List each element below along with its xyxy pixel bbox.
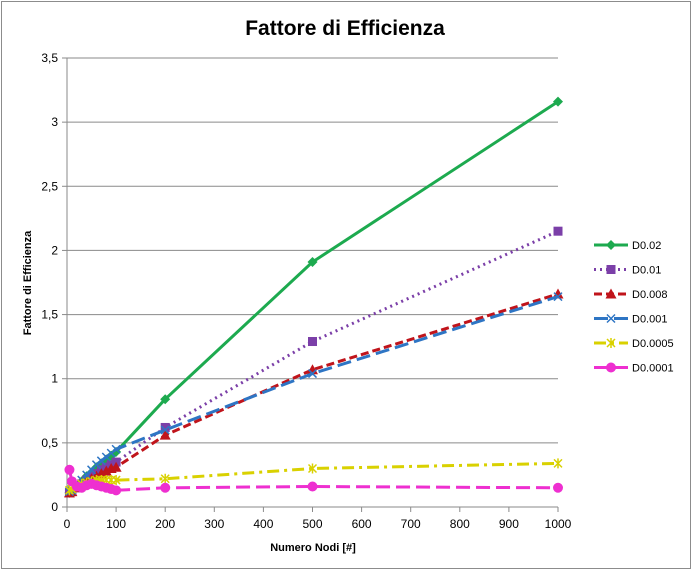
data-point bbox=[160, 473, 170, 484]
data-point bbox=[111, 444, 121, 454]
data-point bbox=[96, 456, 106, 466]
y-tick-label: 1,5 bbox=[41, 308, 58, 322]
data-point bbox=[101, 452, 111, 462]
series-D0.0001 bbox=[64, 464, 563, 496]
y-axis-ticks: 0 0,5 1 1,5 2 2,5 3 3,5 bbox=[41, 51, 58, 514]
data-point bbox=[553, 482, 563, 493]
series-line bbox=[68, 229, 559, 495]
x-tick-label: 100 bbox=[106, 517, 126, 531]
data-point bbox=[111, 485, 122, 496]
y-tick-label: 2 bbox=[51, 243, 58, 257]
legend-item: D0.0005 bbox=[594, 338, 674, 350]
legend-label: D0.0001 bbox=[632, 363, 674, 375]
data-point bbox=[100, 465, 112, 476]
legend-marker bbox=[606, 265, 616, 274]
series-line bbox=[68, 292, 559, 495]
series-D0.001 bbox=[64, 292, 563, 497]
data-point bbox=[110, 461, 122, 472]
legend-label: D0.01 bbox=[632, 265, 661, 277]
data-point bbox=[160, 425, 170, 435]
data-point bbox=[307, 481, 318, 492]
legend-item: D0.01 bbox=[594, 265, 661, 277]
x-tick-label: 700 bbox=[401, 517, 421, 531]
data-point bbox=[307, 463, 318, 474]
series-group bbox=[63, 96, 564, 498]
x-tick-label: 200 bbox=[155, 517, 175, 531]
x-tick-label: 800 bbox=[450, 517, 470, 531]
data-point bbox=[553, 458, 563, 469]
x-axis-ticks: 0 100 200 300 400 500 600 700 800 900 1000 bbox=[64, 517, 572, 531]
x-tick-label: 300 bbox=[204, 517, 224, 531]
x-tick-label: 1000 bbox=[545, 517, 572, 531]
data-point bbox=[553, 96, 563, 107]
y-tick-label: 3 bbox=[51, 115, 58, 129]
data-point bbox=[160, 422, 170, 432]
x-axis-label: Numero Nodi [#] bbox=[270, 542, 356, 554]
x-tick-label: 900 bbox=[499, 517, 519, 531]
legend-label: D0.008 bbox=[632, 289, 667, 301]
data-point bbox=[95, 468, 107, 479]
legend-marker bbox=[606, 240, 616, 250]
data-point bbox=[307, 256, 318, 267]
data-point bbox=[91, 460, 101, 470]
x-tick-label: 400 bbox=[253, 517, 273, 531]
y-tick-label: 0,5 bbox=[41, 436, 58, 450]
axes bbox=[62, 57, 559, 512]
series-D0.02 bbox=[64, 96, 563, 498]
legend: D0.02 D0.01 D0.008 D0.001 D0.0005 D0.0001 bbox=[594, 240, 674, 375]
series-D0.008 bbox=[63, 288, 564, 498]
legend-item: D0.001 bbox=[594, 314, 667, 326]
data-point bbox=[307, 369, 318, 379]
grid bbox=[67, 57, 558, 444]
data-point bbox=[553, 226, 563, 236]
legend-label: D0.0005 bbox=[632, 338, 674, 350]
legend-item: D0.0001 bbox=[594, 362, 674, 375]
data-point bbox=[308, 337, 317, 347]
legend-item: D0.008 bbox=[594, 288, 667, 301]
data-point bbox=[159, 429, 171, 440]
y-tick-label: 1 bbox=[51, 372, 58, 386]
series-line bbox=[68, 295, 559, 493]
legend-marker bbox=[605, 288, 617, 299]
x-tick-label: 0 bbox=[64, 517, 71, 531]
series-line bbox=[68, 100, 559, 495]
x-tick-label: 600 bbox=[352, 517, 372, 531]
y-tick-label: 3,5 bbox=[41, 51, 58, 65]
legend-item: D0.02 bbox=[594, 240, 661, 252]
data-point bbox=[106, 448, 116, 458]
y-tick-label: 0 bbox=[51, 500, 58, 514]
legend-marker bbox=[606, 338, 616, 348]
y-axis-label: Fattore di Efficienza bbox=[22, 230, 34, 335]
data-point bbox=[160, 482, 171, 493]
legend-label: D0.02 bbox=[632, 240, 661, 252]
data-point bbox=[160, 394, 171, 405]
data-point bbox=[111, 475, 121, 486]
series-D0.01 bbox=[64, 226, 563, 498]
chart-title: Fattore di Efficienza bbox=[245, 17, 445, 40]
x-tick-label: 500 bbox=[302, 517, 322, 531]
legend-marker bbox=[606, 313, 616, 324]
data-point bbox=[553, 292, 563, 302]
y-tick-label: 2,5 bbox=[41, 179, 58, 193]
legend-label: D0.001 bbox=[632, 314, 667, 326]
data-point bbox=[64, 464, 75, 475]
legend-marker bbox=[606, 362, 616, 373]
